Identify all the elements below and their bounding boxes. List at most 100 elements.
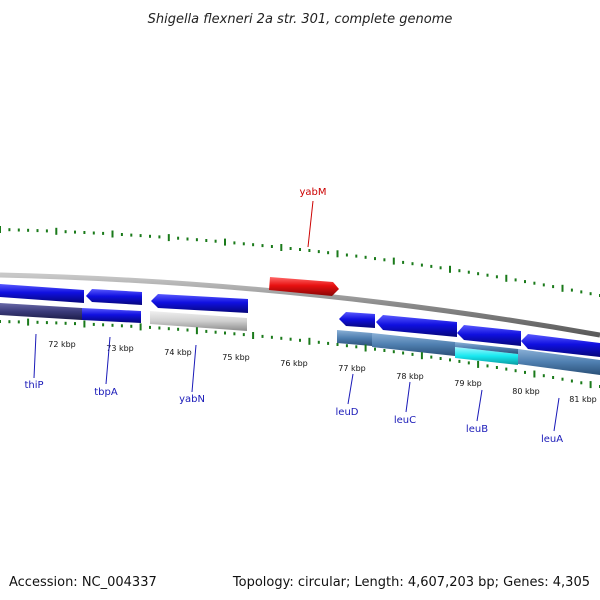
gene-leuA-leader: [553, 397, 560, 432]
track-dot: [514, 369, 517, 373]
gene-yabM-leader: [307, 200, 314, 248]
feature-band-navy[interactable]: [0, 303, 82, 320]
track-tick-major: [392, 257, 395, 265]
track-dot: [224, 331, 226, 335]
track-tick-major: [449, 265, 451, 273]
gene-thiP-label[interactable]: thiP: [24, 380, 43, 391]
track-dot: [74, 230, 76, 234]
track-dot: [392, 350, 395, 354]
track-tick-major: [589, 381, 592, 389]
track-dot: [542, 283, 545, 287]
track-dot: [280, 336, 283, 340]
track-dot: [514, 278, 517, 282]
track-dot: [580, 290, 583, 294]
track-dot: [252, 243, 255, 247]
track-dot: [345, 253, 348, 257]
feature-band-blue[interactable]: [82, 308, 141, 323]
track-dot: [383, 349, 386, 352]
tick-label: 80 kbp: [512, 387, 540, 396]
gene-leuD-label[interactable]: leuD: [336, 407, 359, 418]
feature-band-steel[interactable]: [455, 342, 518, 354]
accession-text: Accession: NC_004337: [9, 575, 157, 590]
cds-arrow[interactable]: [339, 312, 375, 328]
feature-band-cyan[interactable]: [455, 347, 518, 365]
track-dot: [439, 266, 442, 270]
track-tick-major: [364, 344, 367, 352]
track-dot: [580, 381, 583, 385]
gene-yabN-leader: [191, 344, 197, 393]
track-tick-major: [280, 244, 283, 251]
track-tick-major: [139, 323, 142, 331]
feature-band-track: [0, 303, 600, 375]
gene-leuB-leader: [476, 389, 483, 422]
track-dot: [74, 322, 76, 326]
feature-band-steel[interactable]: [337, 330, 372, 346]
lower-dot-track: [0, 318, 600, 389]
tick-label: 74 kbp: [164, 348, 192, 357]
gene-leuC-label[interactable]: leuC: [394, 415, 416, 426]
gene-tbpA-label[interactable]: tbpA: [94, 387, 118, 398]
track-dot: [120, 233, 123, 236]
cds-arrow[interactable]: [86, 289, 142, 305]
gene-leuC-leader: [405, 381, 411, 413]
track-dot: [149, 234, 151, 238]
track-tick-major: [27, 318, 30, 326]
gene-yabN-label[interactable]: yabN: [179, 394, 205, 405]
track-tick-major: [561, 284, 564, 292]
track-dot: [167, 327, 170, 331]
track-dot: [242, 333, 245, 337]
scale-labels: 72 kbp 73 kbp 74 kbp 75 kbp 76 kbp 77 kb…: [48, 340, 597, 404]
track-dot: [570, 288, 573, 292]
track-dot: [214, 239, 217, 243]
gene-leuA-label[interactable]: leuA: [541, 434, 563, 445]
tick-label: 81 kbp: [569, 395, 597, 404]
track-dot: [486, 364, 489, 368]
upper-dot-track: [0, 226, 600, 297]
cds-arrow[interactable]: [521, 334, 600, 357]
feature-band-grey[interactable]: [150, 311, 247, 331]
track-dot: [420, 263, 423, 267]
track-tick-major: [111, 230, 114, 238]
track-dot: [345, 344, 348, 348]
gene-yabM-arrow[interactable]: [269, 277, 339, 296]
track-dot: [289, 337, 292, 341]
tick-label: 78 kbp: [396, 372, 424, 381]
gene-leuB-label[interactable]: leuB: [466, 424, 488, 435]
cds-arrow[interactable]: [0, 284, 84, 303]
gene-tbpA-leader: [105, 336, 111, 385]
track-dot: [411, 262, 414, 266]
track-tick-major: [195, 327, 198, 335]
track-dot: [158, 235, 161, 239]
gene-labels: thiP tbpA yabN leuD leuC leuB leuA: [24, 380, 563, 445]
cds-arrow[interactable]: [376, 315, 457, 337]
track-dot: [495, 366, 498, 369]
tick-label: 79 kbp: [454, 379, 482, 388]
track-dot: [430, 355, 433, 359]
feature-band-steel[interactable]: [372, 333, 455, 356]
cds-arrow[interactable]: [151, 294, 248, 313]
feature-band-steel[interactable]: [518, 349, 600, 375]
track-dot: [589, 292, 592, 296]
track-dot: [177, 236, 180, 240]
track-dot: [524, 280, 526, 284]
track-dot: [186, 328, 189, 332]
genome-backbone: [0, 272, 600, 338]
track-dot: [214, 330, 217, 334]
track-dot: [495, 275, 498, 279]
track-dot: [45, 321, 48, 325]
track-dot: [195, 238, 198, 242]
track-dot: [299, 338, 301, 342]
tick-label: 77 kbp: [338, 364, 366, 373]
cds-arrow[interactable]: [457, 325, 521, 346]
track-dot: [486, 273, 489, 277]
track-tick-major: [0, 226, 1, 233]
track-dot: [542, 374, 545, 378]
track-dot: [402, 260, 405, 264]
gene-yabM-label[interactable]: yabM: [299, 187, 326, 198]
track-dot: [92, 322, 95, 326]
track-tick-major: [533, 370, 536, 378]
track-dot: [533, 281, 536, 285]
track-dot: [27, 228, 30, 232]
gene-leuD-leader: [347, 373, 354, 405]
